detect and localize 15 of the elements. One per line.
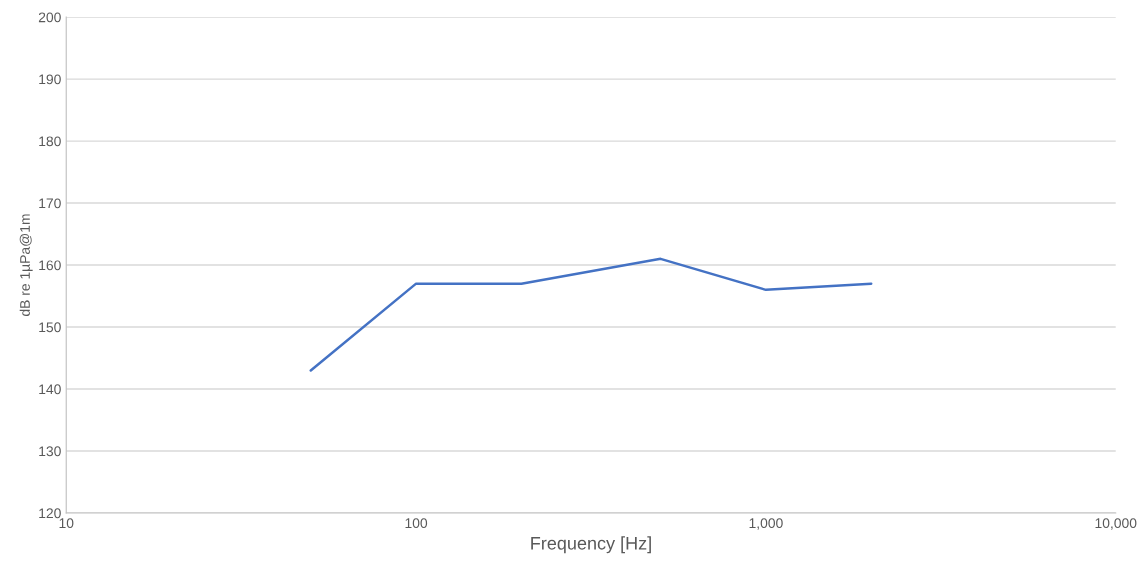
y-tick-label: 120 [39, 508, 61, 519]
x-tick-label: 100 [405, 518, 428, 529]
y-axis-title: dB re 1µPa@1m [19, 214, 33, 317]
y-tick-label: 180 [39, 136, 61, 147]
x-tick-label: 10,000 [1095, 518, 1137, 530]
y-tick-label: 190 [39, 74, 61, 85]
y-tick-label: 170 [39, 198, 61, 209]
y-tick-label: 130 [39, 446, 61, 457]
y-tick-label: 140 [39, 384, 61, 395]
x-tick-label: 1,000 [749, 518, 783, 530]
x-tick-label: 10 [59, 518, 74, 529]
y-tick-label: 160 [39, 260, 61, 271]
y-tick-label: 150 [39, 322, 61, 333]
x-axis-title: Frequency [Hz] [531, 536, 651, 554]
y-tick-label: 200 [38, 12, 61, 23]
